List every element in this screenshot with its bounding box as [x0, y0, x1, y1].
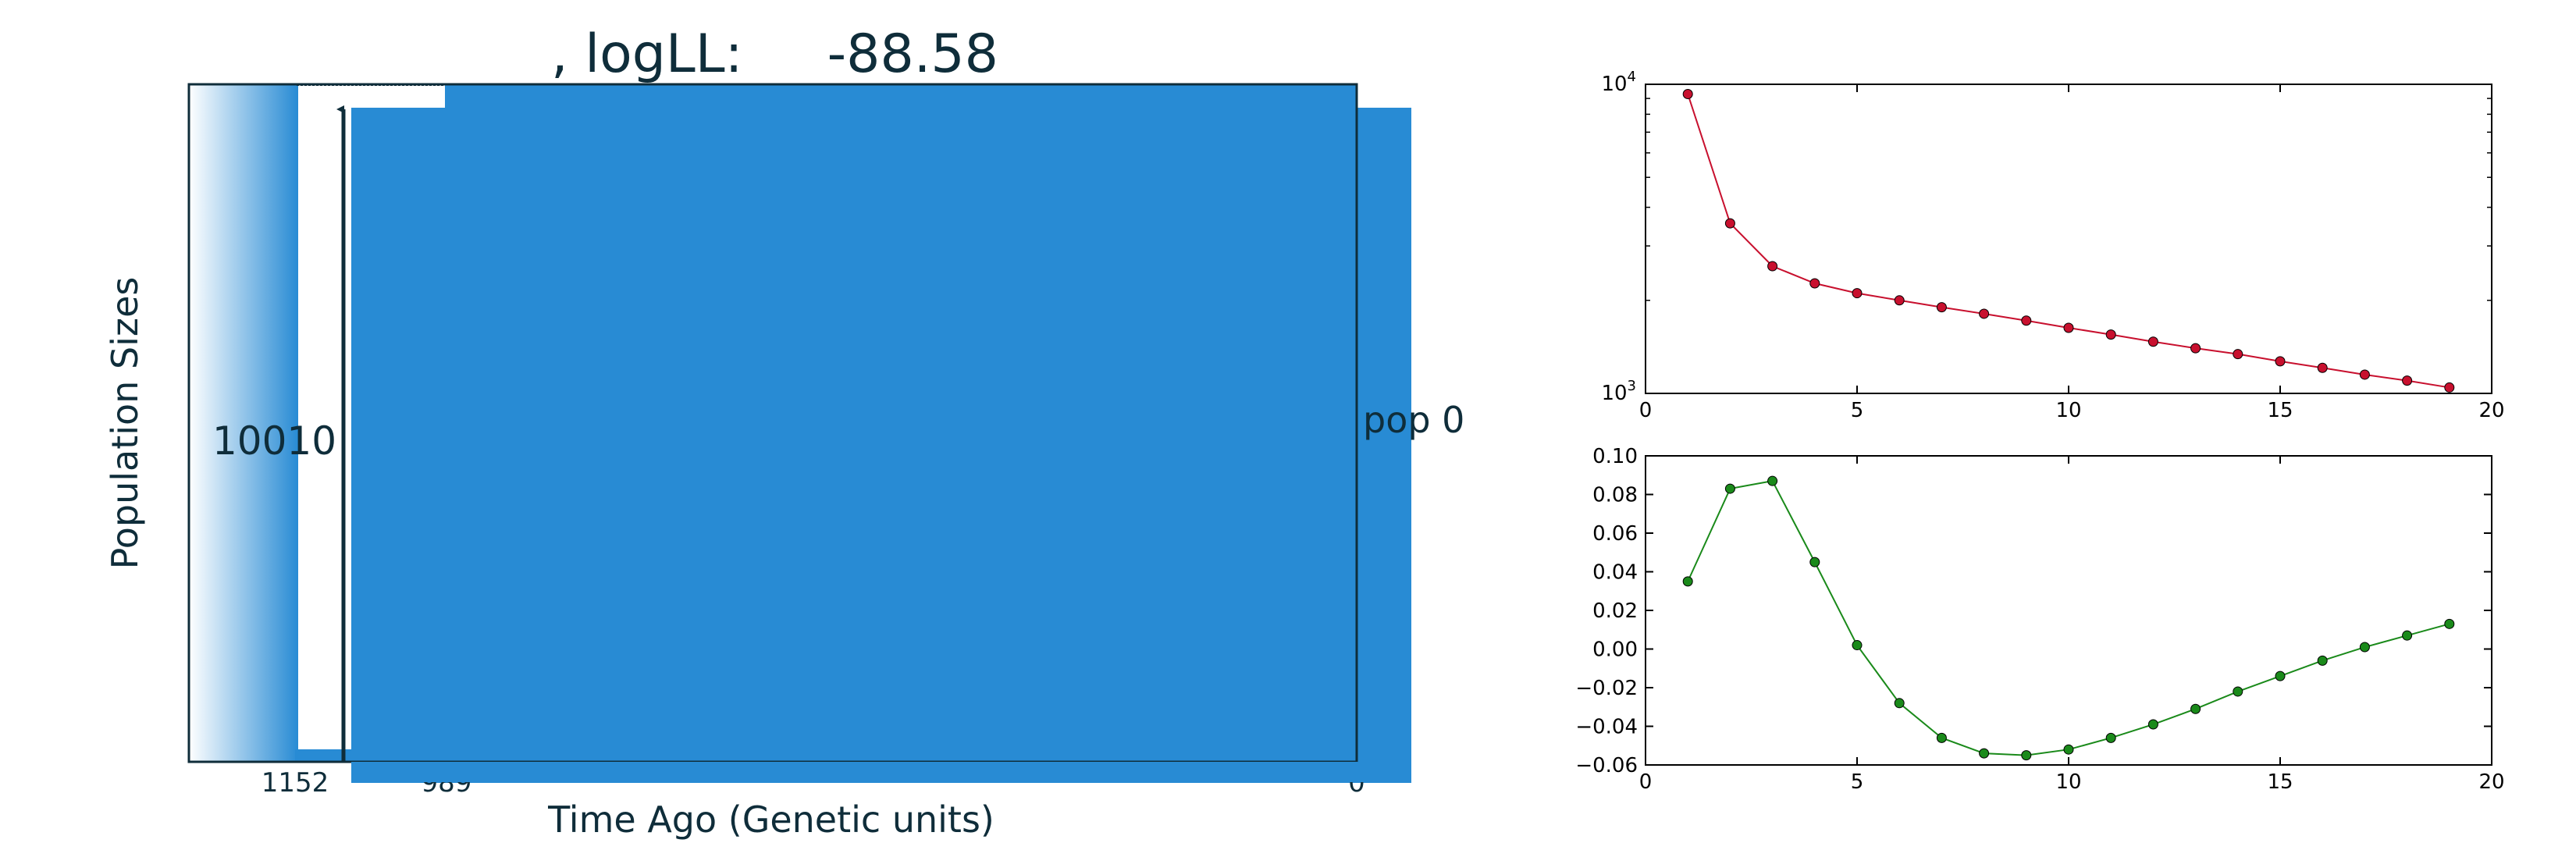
- log-plot-ytick-10e4-exp: 4: [1628, 69, 1636, 85]
- log-plot-point-4: [1852, 288, 1863, 299]
- growth-plot-y-ticks: −0.06 −0.04 −0.02 0.00 0.02 0.04 0.06 0.08 0.10: [1575, 445, 2492, 777]
- time-tick-label-1152: 1152: [262, 767, 329, 799]
- growth-plot-point-3: [1809, 557, 1820, 567]
- growth-plot-x-ticks: 0 5 10 15 20: [1639, 456, 2505, 794]
- growth-plot-point-4: [1852, 640, 1863, 651]
- growth-plot-ytick-label-0: −0.06: [1575, 754, 1638, 777]
- growth-plot-point-7: [1979, 748, 1990, 759]
- demography-ylabel: Population Sizes: [104, 277, 146, 570]
- growth-plot-ytick-label-2: −0.02: [1575, 677, 1638, 700]
- growth-plot-xtick-label-2: 10: [2055, 770, 2081, 794]
- demography-title: , logLL: -88.58: [551, 23, 998, 85]
- log-plot-point-0: [1682, 88, 1693, 99]
- growth-plot-point-15: [2317, 655, 2328, 666]
- log-plot-ytick-10e3-base: 10: [1601, 382, 1627, 405]
- growth-plot-point-6: [1936, 732, 1947, 743]
- population-size-label: 10010: [212, 418, 336, 464]
- log-plot-point-11: [2147, 336, 2158, 347]
- log-plot-point-8: [2021, 315, 2032, 326]
- demography-xlabel: Time Ago (Genetic units): [547, 799, 994, 841]
- log-plot-ytick-10e3: 103: [1601, 378, 1636, 405]
- growth-plot-axes-frame: [1645, 455, 2492, 766]
- log-plot-y-tick-labels: 104 103: [1601, 69, 1636, 405]
- log-plot-point-16: [2359, 369, 2370, 380]
- population-name-label: pop 0: [1363, 399, 1464, 441]
- growth-plot-point-2: [1767, 475, 1778, 486]
- growth-plot-ytick-label-4: 0.02: [1592, 599, 1638, 623]
- log-plot-xtick-label-2: 10: [2055, 399, 2081, 422]
- log-plot-point-18: [2444, 382, 2455, 393]
- growth-plot-ytick-label-1: −0.04: [1575, 716, 1638, 739]
- log-plot-point-2: [1767, 261, 1778, 272]
- growth-plot-point-12: [2190, 703, 2201, 714]
- population-size-log-plot: 0 5 10 15 20 104 103: [1601, 69, 2504, 422]
- log-plot-point-14: [2275, 356, 2286, 367]
- log-plot-point-15: [2317, 362, 2328, 373]
- log-plot-point-6: [1936, 302, 1947, 313]
- growth-plot-point-18: [2444, 618, 2455, 629]
- ancient-population-fade: [189, 84, 298, 762]
- log-plot-point-10: [2105, 329, 2116, 340]
- log-plot-series: [1682, 88, 2455, 393]
- log-plot-xtick-label-1: 5: [1851, 399, 1864, 422]
- growth-plot-point-8: [2021, 750, 2032, 761]
- growth-plot-point-1: [1724, 483, 1735, 494]
- growth-plot-ytick-label-5: 0.04: [1592, 561, 1638, 585]
- log-plot-ytick-10e4: 104: [1601, 69, 1636, 96]
- growth-plot-point-0: [1682, 576, 1693, 587]
- log-plot-point-13: [2233, 349, 2243, 360]
- growth-plot-point-17: [2402, 630, 2413, 641]
- growth-plot-point-11: [2147, 719, 2158, 730]
- growth-plot-point-5: [1894, 698, 1905, 709]
- log-plot-ytick-10e3-exp: 3: [1628, 378, 1636, 394]
- log-plot-point-12: [2190, 343, 2201, 354]
- log-plot-line: [1687, 94, 2450, 389]
- growth-plot-point-9: [2063, 744, 2074, 755]
- log-plot-xtick-label-0: 0: [1639, 399, 1653, 422]
- growth-plot-line: [1687, 480, 2450, 756]
- growth-plot-xtick-label-1: 5: [1851, 770, 1864, 794]
- log-plot-point-9: [2063, 322, 2074, 333]
- growth-rate-plot: 0 5 10 15 20 −0.06 −0.04 −0.02 0.00 0.02 0.04 0.06…: [1575, 445, 2504, 794]
- log-plot-point-17: [2402, 375, 2413, 386]
- growth-plot-series: [1682, 475, 2455, 761]
- log-plot-ytick-10e4-base: 10: [1601, 73, 1627, 96]
- growth-plot-point-13: [2233, 686, 2243, 697]
- growth-plot-point-16: [2359, 642, 2370, 653]
- log-plot-point-3: [1809, 278, 1820, 289]
- demography-panel: , logLL: -88.58 Population Sizes Time Ag…: [104, 23, 1464, 841]
- growth-plot-xtick-label-0: 0: [1639, 770, 1653, 794]
- growth-plot-xtick-label-4: 20: [2478, 770, 2504, 794]
- growth-plot-ytick-label-3: 0.00: [1592, 638, 1638, 662]
- population-block-overhang: [351, 762, 1411, 782]
- log-plot-point-5: [1894, 295, 1905, 306]
- growth-plot-ytick-label-7: 0.08: [1592, 484, 1638, 507]
- growth-plot-xtick-label-3: 15: [2267, 770, 2293, 794]
- growth-plot-ytick-label-6: 0.06: [1592, 522, 1638, 546]
- population-block-top: [445, 84, 1357, 109]
- log-plot-xtick-label-3: 15: [2267, 399, 2293, 422]
- bottom-strip: [295, 749, 351, 762]
- growth-plot-point-10: [2105, 732, 2116, 743]
- log-plot-point-1: [1724, 218, 1735, 229]
- growth-plot-point-14: [2275, 670, 2286, 681]
- log-plot-point-7: [1979, 308, 1990, 319]
- growth-plot-ytick-label-8: 0.10: [1592, 445, 1638, 468]
- log-plot-x-ticks: 0 5 10 15 20: [1639, 84, 2505, 422]
- population-block: [351, 108, 1411, 783]
- log-plot-axes-frame: [1645, 84, 2492, 394]
- log-plot-xtick-label-4: 20: [2478, 399, 2504, 422]
